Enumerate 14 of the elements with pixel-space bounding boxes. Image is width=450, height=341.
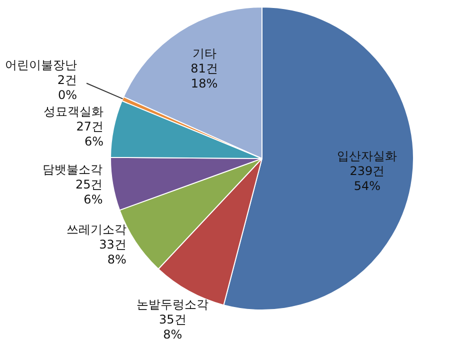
- data-label: 35건 8%: [158, 312, 186, 341]
- slice-label: 쓰레기소각: [66, 222, 126, 236]
- slice-label: 어린이불장난: [4, 58, 77, 72]
- data-label: 33건 8%: [99, 237, 126, 266]
- data-label: 239건 54%: [350, 164, 385, 194]
- data-label: 2건 0%: [57, 73, 77, 102]
- slice-label: 논밭두렁소각: [136, 297, 209, 312]
- slice-label: 기타: [192, 46, 216, 61]
- slice-label: 입산자실화: [337, 149, 398, 164]
- data-label: 27건 6%: [76, 119, 104, 148]
- slice-label: 담뱃불소각: [42, 162, 103, 176]
- data-label: 25건 6%: [75, 177, 103, 206]
- slice-label: 성묘객실화: [44, 104, 104, 118]
- data-label: 81건 18%: [190, 62, 218, 91]
